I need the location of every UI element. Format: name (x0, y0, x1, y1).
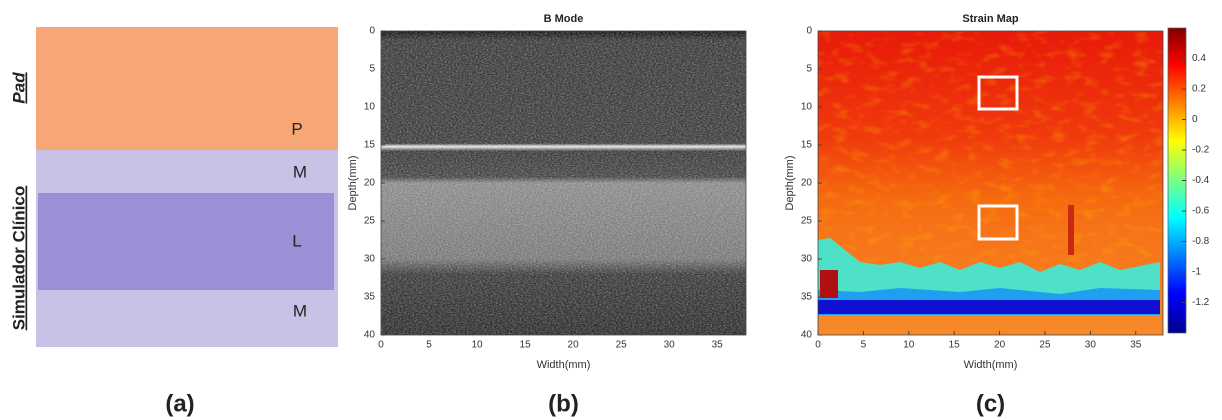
lesion-layer (38, 193, 334, 290)
x-tick-label: 35 (712, 340, 724, 351)
y-tick-label: 0 (369, 26, 375, 37)
side-label: Pad (9, 72, 28, 104)
soft-region (818, 300, 1160, 314)
hard-region (820, 270, 838, 298)
axes-title: Strain Map (962, 13, 1019, 25)
bmode-speckle (381, 31, 746, 335)
hard-region (1068, 205, 1074, 255)
colorbar-tick-label: 0.2 (1192, 84, 1206, 95)
x-tick-label: 5 (426, 340, 432, 351)
colorbar-tick-label: -1 (1192, 267, 1201, 278)
y-tick-label: 40 (364, 330, 376, 341)
x-tick-label: 30 (1085, 340, 1097, 351)
colorbar-tick-label: 0.4 (1192, 53, 1206, 64)
colorbar-tick-label: 0 (1192, 114, 1198, 125)
y-axis-label: Depth(mm) (784, 155, 796, 210)
x-tick-label: 25 (616, 340, 628, 351)
y-tick-label: 30 (364, 254, 376, 265)
colorbar-tick-label: -0.2 (1192, 145, 1210, 156)
axes-title: B Mode (544, 13, 584, 25)
x-tick-label: 25 (1039, 340, 1051, 351)
y-tick-label: 35 (801, 292, 813, 303)
bmode-image (381, 31, 746, 335)
x-axis-label: Width(mm) (964, 359, 1018, 371)
colorbar-tick-label: -0.8 (1192, 236, 1210, 247)
layer-label: P (291, 119, 302, 138)
x-tick-label: 20 (568, 340, 580, 351)
pad-layer (36, 27, 338, 150)
x-tick-label: 35 (1130, 340, 1142, 351)
x-tick-label: 0 (378, 340, 384, 351)
y-tick-label: 10 (364, 102, 376, 113)
roi-box (977, 75, 1019, 111)
x-tick-label: 20 (994, 340, 1006, 351)
caption: (a) (165, 390, 194, 417)
y-tick-label: 20 (364, 178, 376, 189)
x-axis-label: Width(mm) (537, 359, 591, 371)
x-tick-label: 0 (815, 340, 821, 351)
layer-label: L (292, 231, 301, 250)
x-tick-label: 15 (520, 340, 532, 351)
x-tick-label: 10 (903, 340, 915, 351)
y-tick-label: 0 (806, 26, 812, 37)
y-tick-label: 25 (364, 216, 376, 227)
y-tick-label: 35 (364, 292, 376, 303)
layer-label: M (293, 162, 307, 181)
y-tick-label: 15 (364, 140, 376, 151)
y-axis-label: Depth(mm) (347, 155, 359, 210)
y-tick-label: 5 (806, 64, 812, 75)
y-tick-label: 5 (369, 64, 375, 75)
layer-label: M (293, 301, 307, 320)
caption: (c) (976, 390, 1005, 417)
y-tick-label: 30 (801, 254, 813, 265)
y-tick-label: 40 (801, 330, 813, 341)
x-tick-label: 10 (471, 340, 483, 351)
y-tick-label: 15 (801, 140, 813, 151)
x-tick-label: 5 (861, 340, 867, 351)
colorbar-tick-label: -0.6 (1192, 206, 1210, 217)
colorbar-tick-label: -0.4 (1192, 175, 1210, 186)
y-tick-label: 10 (801, 102, 813, 113)
y-tick-label: 20 (801, 178, 813, 189)
strain-texture (818, 31, 1163, 261)
colorbar-tick-label: -1.2 (1192, 297, 1210, 308)
caption: (b) (548, 390, 579, 417)
y-tick-label: 25 (801, 216, 813, 227)
side-label: Simulador Clínico (9, 186, 28, 331)
roi-box (977, 204, 1019, 241)
panel-a: P M L M Pad Simulador Clínico (a) (9, 27, 338, 417)
strain-image (818, 31, 1163, 335)
x-tick-label: 30 (664, 340, 676, 351)
x-tick-label: 15 (949, 340, 961, 351)
